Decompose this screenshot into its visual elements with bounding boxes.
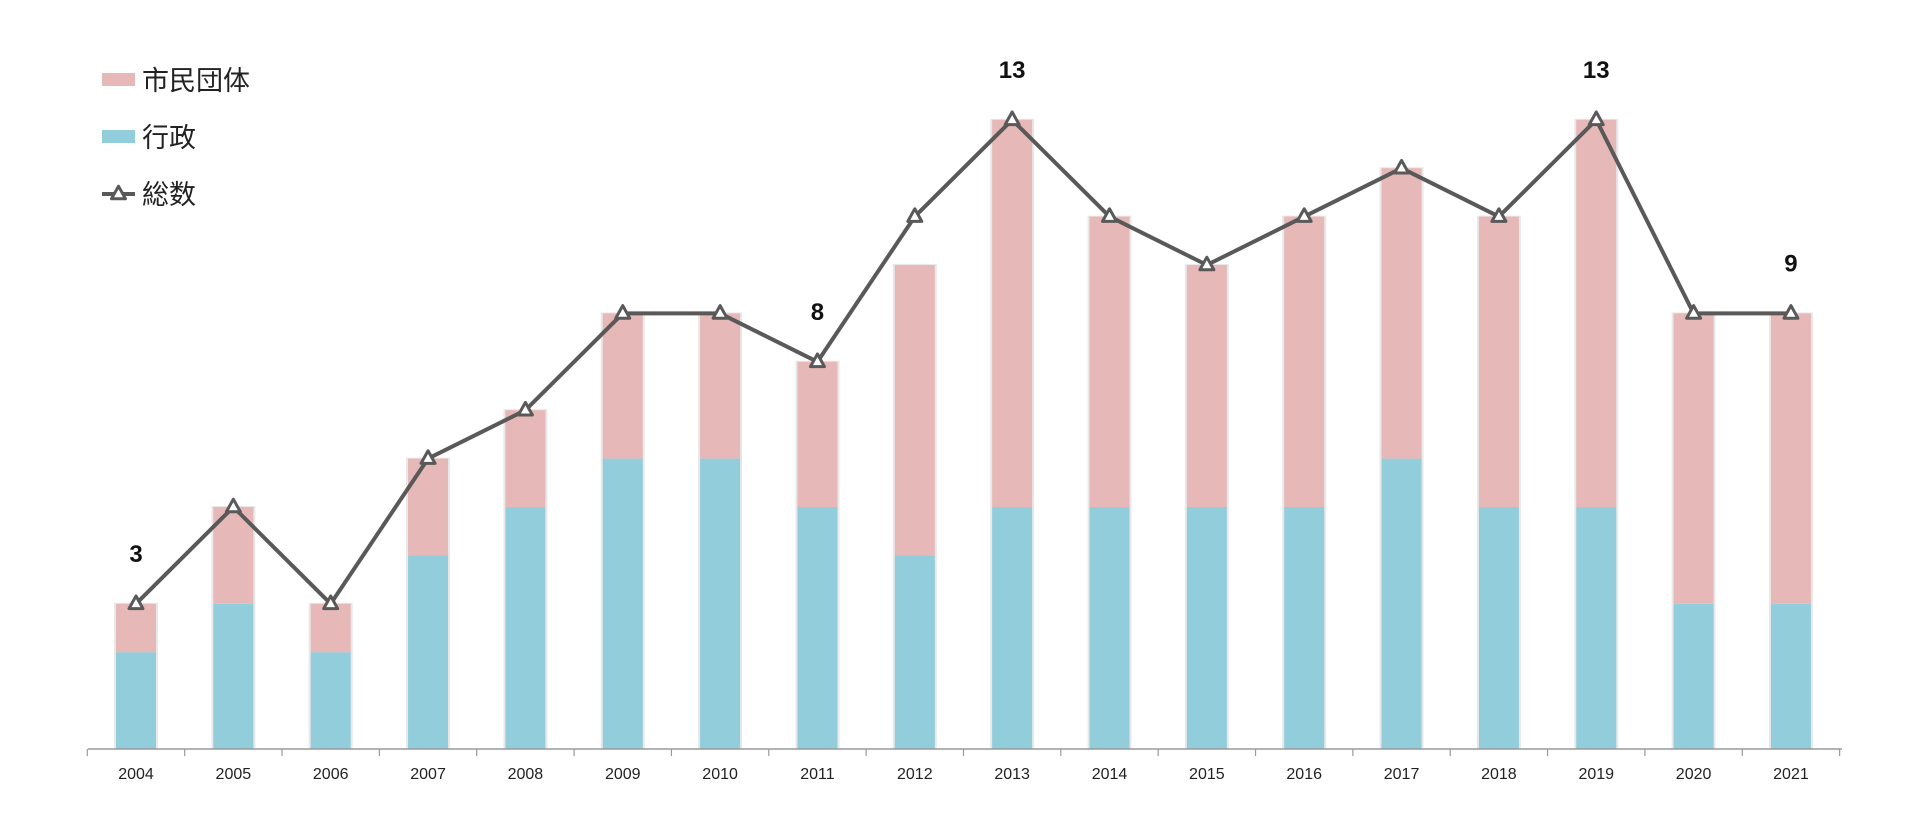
bar-shimin-dantai-2013	[992, 119, 1033, 508]
total-marker-2010	[711, 304, 729, 320]
data-label-2004: 3	[129, 541, 142, 568]
x-tick-label-2016: 2016	[1286, 766, 1322, 783]
bar-shimin-dantai-2012	[894, 265, 935, 556]
bar-gyosei-2021	[1770, 603, 1811, 749]
bar-shimin-dantai-2020	[1673, 313, 1714, 604]
bar-gyosei-2014	[1089, 507, 1130, 749]
bar-gyosei-2004	[116, 652, 156, 749]
total-marker-2020	[1685, 304, 1703, 320]
x-tick-label-2020: 2020	[1676, 766, 1712, 783]
bar-gyosei-2013	[992, 507, 1033, 749]
total-marker-2005	[224, 497, 242, 514]
data-label-2013: 13	[999, 57, 1026, 84]
legend-label-0: 市民団体	[142, 66, 250, 97]
legend-swatch-0	[102, 73, 135, 86]
x-tick-label-2012: 2012	[897, 766, 933, 783]
total-marker-2007	[419, 449, 437, 465]
legend-label-1: 行政	[142, 123, 196, 154]
bar-gyosei-2015	[1186, 507, 1227, 749]
bar-shimin-dantai-2007	[408, 458, 449, 556]
bar-gyosei-2016	[1284, 507, 1325, 749]
bar-gyosei-2010	[700, 458, 741, 749]
total-marker-2008	[516, 400, 534, 417]
x-tick-label-2008: 2008	[508, 766, 544, 783]
bar-gyosei-2019	[1576, 507, 1617, 749]
x-tick-label-2019: 2019	[1578, 766, 1614, 783]
bar-gyosei-2007	[408, 555, 449, 749]
bar-shimin-dantai-2021	[1770, 313, 1811, 604]
x-tick-label-2021: 2021	[1773, 766, 1809, 783]
bar-shimin-dantai-2018	[1478, 216, 1519, 507]
bar-shimin-dantai-2008	[505, 410, 546, 507]
data-label-2021: 9	[1784, 250, 1797, 277]
bar-shimin-dantai-2006	[310, 603, 351, 653]
x-tick-label-2014: 2014	[1092, 766, 1128, 783]
bars-layer	[114, 118, 1813, 750]
bar-gyosei-2020	[1673, 603, 1714, 749]
total-marker-2006	[322, 594, 340, 611]
bar-shimin-dantai-2016	[1284, 216, 1325, 507]
total-marker-2014	[1101, 207, 1118, 223]
bar-gyosei-2018	[1478, 507, 1519, 749]
total-marker-2009	[614, 304, 632, 320]
x-tick-label-2011: 2011	[800, 766, 835, 783]
bar-shimin-dantai-2010	[700, 313, 741, 459]
legend-swatch-1	[102, 130, 135, 143]
total-marker-2017	[1393, 158, 1411, 175]
x-tick-label-2010: 2010	[702, 766, 738, 783]
x-tick-label-2009: 2009	[605, 766, 641, 783]
x-tick-label-2017: 2017	[1384, 766, 1420, 783]
total-marker-2011	[808, 352, 826, 369]
total-marker-2021	[1782, 304, 1800, 320]
bar-shimin-dantai-2005	[213, 507, 254, 604]
bar-shimin-dantai-2004	[116, 603, 156, 653]
x-tick-label-2007: 2007	[410, 766, 446, 783]
total-line-layer	[127, 110, 1800, 611]
x-tick-label-2005: 2005	[216, 766, 252, 783]
bar-gyosei-2017	[1381, 458, 1422, 749]
x-tick-label-2004: 2004	[118, 766, 154, 783]
bar-gyosei-2012	[894, 555, 935, 749]
bar-shimin-dantai-2017	[1381, 168, 1422, 459]
total-marker-2018	[1490, 207, 1508, 223]
total-marker-2015	[1198, 255, 1216, 272]
x-tick-label-2013: 2013	[994, 766, 1030, 783]
data-label-2011: 8	[811, 299, 824, 326]
bar-gyosei-2009	[602, 458, 643, 749]
x-axis-ticks: 2004 2005 2006 2007 2008 2009 2010 2011 2012 2013…	[86, 749, 1841, 783]
bar-gyosei-2008	[505, 507, 546, 749]
total-marker-2012	[906, 207, 924, 223]
bar-gyosei-2005	[213, 603, 254, 749]
legend-label-2: 総数	[142, 180, 196, 211]
bar-gyosei-2011	[797, 507, 838, 749]
bar-shimin-dantai-2009	[602, 313, 643, 459]
x-tick-label-2006: 2006	[313, 766, 349, 783]
x-tick-label-2018: 2018	[1481, 766, 1517, 783]
data-label-2019: 13	[1583, 57, 1610, 84]
total-marker-2016	[1295, 207, 1313, 223]
legend-triangle-marker	[110, 184, 127, 201]
data-labels-layer: 3 8 13 13 9	[129, 57, 1797, 568]
bar-shimin-dantai-2014	[1089, 216, 1130, 507]
bar-shimin-dantai-2011	[797, 361, 838, 507]
total-marker-2013	[1003, 110, 1021, 127]
bar-shimin-dantai-2015	[1186, 265, 1227, 507]
bar-shimin-dantai-2019	[1576, 119, 1617, 508]
total-series-line	[134, 117, 1791, 606]
x-tick-label-2015: 2015	[1189, 766, 1225, 783]
total-marker-2004	[127, 594, 145, 611]
total-marker-2019	[1587, 110, 1605, 127]
bar-gyosei-2006	[310, 652, 351, 749]
